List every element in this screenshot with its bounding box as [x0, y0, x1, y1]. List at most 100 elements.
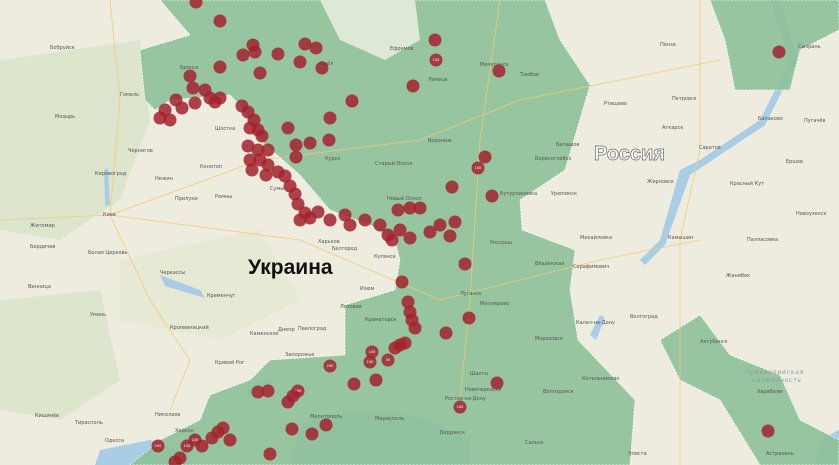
event-marker[interactable] — [443, 229, 457, 243]
event-marker[interactable] — [347, 377, 361, 391]
event-marker[interactable] — [289, 150, 303, 164]
event-marker[interactable] — [281, 121, 295, 135]
event-marker[interactable] — [251, 143, 265, 157]
city-label: Кропивницкий — [170, 324, 209, 331]
event-marker[interactable] — [445, 180, 459, 194]
event-marker[interactable] — [311, 205, 325, 219]
event-marker[interactable] — [298, 37, 312, 51]
event-marker[interactable] — [772, 45, 786, 59]
event-marker[interactable] — [490, 376, 504, 390]
event-marker[interactable] — [471, 161, 485, 175]
event-marker[interactable] — [492, 64, 506, 78]
event-marker[interactable] — [303, 136, 317, 150]
city-label: Борисоглебск — [535, 156, 571, 162]
event-marker[interactable] — [245, 163, 259, 177]
event-marker[interactable] — [338, 208, 352, 222]
event-marker[interactable] — [289, 138, 303, 152]
event-marker[interactable] — [358, 213, 372, 227]
event-marker[interactable] — [281, 395, 295, 409]
event-marker[interactable] — [323, 359, 337, 373]
event-marker[interactable] — [291, 197, 305, 211]
event-marker[interactable] — [323, 111, 337, 125]
event-marker[interactable] — [373, 218, 387, 232]
event-marker[interactable] — [253, 66, 267, 80]
event-marker[interactable] — [458, 257, 472, 271]
event-marker[interactable] — [462, 311, 476, 325]
event-marker[interactable] — [278, 169, 292, 183]
event-marker[interactable] — [255, 129, 269, 143]
event-marker[interactable] — [395, 275, 409, 289]
event-marker[interactable] — [363, 355, 377, 369]
event-marker[interactable] — [448, 215, 462, 229]
event-marker[interactable] — [188, 96, 202, 110]
event-marker[interactable] — [388, 341, 402, 355]
event-marker[interactable] — [198, 83, 212, 97]
event-marker[interactable] — [345, 94, 359, 108]
event-marker[interactable] — [285, 422, 299, 436]
event-marker[interactable] — [369, 373, 383, 387]
event-marker[interactable] — [381, 353, 395, 367]
event-marker[interactable] — [205, 431, 219, 445]
event-marker[interactable] — [478, 150, 492, 164]
event-marker[interactable] — [322, 133, 336, 147]
event-marker[interactable] — [385, 233, 399, 247]
event-marker[interactable] — [413, 201, 427, 215]
event-marker[interactable] — [485, 189, 499, 203]
event-marker[interactable] — [261, 384, 275, 398]
event-marker[interactable] — [408, 321, 422, 335]
event-marker[interactable] — [365, 345, 379, 359]
event-marker[interactable] — [305, 427, 319, 441]
event-marker[interactable] — [433, 218, 447, 232]
city-label: Кишинёв — [35, 413, 59, 419]
event-marker[interactable] — [401, 295, 415, 309]
event-marker[interactable] — [241, 139, 255, 153]
event-marker[interactable] — [288, 187, 302, 201]
event-marker[interactable] — [398, 336, 412, 350]
event-marker[interactable] — [403, 231, 417, 245]
event-marker[interactable] — [261, 143, 275, 157]
event-marker[interactable] — [309, 41, 323, 55]
event-marker[interactable] — [319, 418, 333, 432]
city-label: Мозырь — [55, 114, 75, 120]
event-marker[interactable] — [391, 203, 405, 217]
event-marker[interactable] — [251, 385, 265, 399]
event-marker[interactable] — [429, 53, 443, 67]
event-marker[interactable] — [761, 424, 775, 438]
event-marker[interactable] — [180, 439, 194, 453]
event-marker[interactable] — [168, 455, 182, 465]
event-marker[interactable] — [189, 0, 203, 9]
event-marker[interactable] — [248, 45, 262, 59]
event-marker[interactable] — [183, 69, 197, 83]
city-label: Сальск — [525, 440, 543, 446]
event-marker[interactable] — [393, 223, 407, 237]
event-marker[interactable] — [153, 111, 167, 125]
event-marker[interactable] — [236, 48, 250, 62]
event-marker[interactable] — [243, 153, 257, 167]
event-marker[interactable] — [163, 113, 177, 127]
event-marker[interactable] — [151, 439, 165, 453]
event-marker[interactable] — [343, 218, 357, 232]
event-marker[interactable] — [261, 158, 275, 172]
city-label: Тамбов — [519, 72, 539, 78]
event-marker[interactable] — [323, 213, 337, 227]
event-marker[interactable] — [223, 433, 237, 447]
event-marker[interactable] — [259, 168, 273, 182]
region-label-caspian-lowland: Прикаспийская низменность — [745, 369, 804, 384]
event-marker[interactable] — [293, 213, 307, 227]
event-marker[interactable] — [428, 33, 442, 47]
event-marker[interactable] — [186, 81, 200, 95]
event-marker[interactable] — [439, 326, 453, 340]
event-marker[interactable] — [453, 400, 467, 414]
event-marker[interactable] — [213, 14, 227, 28]
event-marker[interactable] — [403, 201, 417, 215]
event-marker[interactable] — [175, 101, 189, 115]
event-marker[interactable] — [315, 61, 329, 75]
event-marker[interactable] — [213, 60, 227, 74]
event-marker[interactable] — [213, 91, 227, 105]
event-marker[interactable] — [406, 79, 420, 93]
event-marker[interactable] — [271, 47, 285, 61]
event-marker[interactable] — [263, 447, 277, 461]
event-marker[interactable] — [293, 55, 307, 69]
event-marker[interactable] — [423, 225, 437, 239]
